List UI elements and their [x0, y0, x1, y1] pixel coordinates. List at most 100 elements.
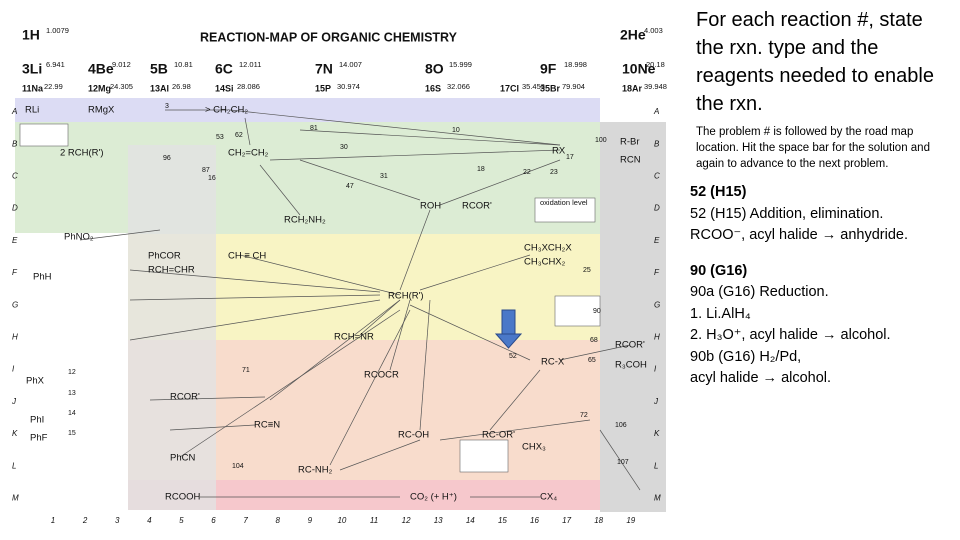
- compound: RX: [552, 146, 566, 157]
- reaction-number: 52: [509, 353, 517, 360]
- column-number: 3: [115, 516, 120, 525]
- row-letter: K: [654, 429, 660, 438]
- reaction-map: REACTION-MAP OF ORGANIC CHEMISTRY 1H 1.00…: [11, 26, 667, 525]
- reaction-number: 62: [235, 132, 243, 139]
- compound: 2 RCH(R'): [60, 148, 104, 159]
- column-number: 14: [466, 516, 475, 525]
- reaction-number: 12: [68, 369, 76, 376]
- element-mass: 32.066: [447, 82, 470, 91]
- row-letter: E: [12, 236, 18, 245]
- note-box: [459, 439, 509, 473]
- column-number: 12: [402, 516, 411, 525]
- element-mass: 18.998: [564, 60, 587, 69]
- row-letter: F: [654, 268, 660, 277]
- element-mass: 24.305: [110, 82, 133, 91]
- element-mass: 28.086: [237, 82, 260, 91]
- note-box: [19, 123, 69, 147]
- row-letter: L: [654, 461, 658, 470]
- arrow-line: [389, 299, 411, 371]
- compound: RCH(R'): [388, 291, 424, 302]
- instructions: The problem # is followed by the road ma…: [696, 126, 930, 170]
- column-number: 15: [498, 516, 507, 525]
- problem-line: 2. H₃O⁺, acyl halide → alcohol.: [690, 327, 891, 343]
- arrow-line: [129, 269, 381, 293]
- element-symbol: 11Na: [22, 83, 44, 93]
- reaction-number: 72: [580, 412, 588, 419]
- element-mass: 14.007: [339, 60, 362, 69]
- note-box: [534, 197, 596, 223]
- reaction-number: 53: [216, 134, 224, 141]
- arrow-head: [494, 333, 523, 349]
- column-number: 10: [337, 516, 346, 525]
- problem-line: 90 (G16): [690, 262, 748, 279]
- arrow-line: [179, 309, 401, 458]
- row-letter: B: [654, 139, 660, 148]
- reaction-number: 16: [208, 175, 216, 182]
- element-symbol: 13Al: [150, 83, 169, 93]
- compound: PhCOR: [148, 251, 181, 262]
- arrow-line: [599, 429, 641, 491]
- row-letter: D: [654, 204, 660, 213]
- element-symbol: 3Li: [22, 61, 42, 77]
- reaction-number: 18: [477, 166, 485, 173]
- element-symbol: 15P: [315, 83, 331, 93]
- heading: For each reaction #, state the rxn. type…: [696, 9, 934, 115]
- element-mass: 4.003: [644, 26, 663, 35]
- compound: CHX₃: [522, 442, 546, 453]
- row-letter: H: [12, 333, 18, 342]
- arrow-line: [299, 159, 421, 201]
- element-symbol: 17Cl: [500, 83, 519, 93]
- compound: RMgX: [88, 105, 115, 116]
- reaction-number: 104: [232, 463, 244, 470]
- element-symbol: 14Si: [215, 83, 234, 93]
- problem-90: 90 (G16) 90a (G16) Reduction. 1. Li.AlH₄ 2.…: [690, 261, 952, 390]
- element-symbol: 9F: [540, 61, 557, 77]
- element-mass: 39.948: [644, 82, 667, 91]
- compound: CH₂=CH₂: [228, 148, 269, 159]
- compound: R-Br: [620, 137, 640, 148]
- problem-line: RCOO⁻, acyl halide → anhydride.: [690, 227, 908, 243]
- compound: R₃COH: [615, 360, 647, 371]
- arrow-line: [359, 299, 401, 336]
- element-symbol: 10Ne: [622, 61, 656, 77]
- reaction-number: 68: [590, 337, 598, 344]
- row-letter: G: [12, 300, 18, 309]
- element-symbol: 6C: [215, 61, 233, 77]
- compound: PhCN: [170, 453, 195, 464]
- compound: RCOOH: [165, 492, 201, 503]
- arrow-line: [149, 396, 266, 401]
- reaction-number: 14: [68, 410, 76, 417]
- problem-line: acyl halide → alcohol.: [690, 370, 832, 386]
- row-letter: F: [12, 268, 18, 277]
- reaction-number: 81: [310, 125, 318, 132]
- column-number: 16: [530, 516, 539, 525]
- arrow-line: [299, 129, 561, 146]
- reaction-number: 10: [452, 127, 460, 134]
- reaction-number: 71: [242, 367, 250, 374]
- reaction-number: 100: [595, 137, 607, 144]
- reaction-number: 47: [346, 183, 354, 190]
- text-panel: For each reaction #, state the rxn. type…: [690, 6, 952, 404]
- reaction-number: 90: [593, 308, 601, 315]
- problem-line: 1. Li.AlH₄: [690, 305, 751, 322]
- element-mass: 12.011: [239, 60, 261, 69]
- gray-block: [128, 145, 216, 510]
- compound: RC-OR': [482, 430, 515, 441]
- problem-line: 90a (G16) Reduction.: [690, 284, 829, 300]
- element-symbol: 5B: [150, 61, 168, 77]
- problem-line: 52 (H15): [690, 184, 747, 200]
- reaction-number: 30: [340, 144, 348, 151]
- column-number: 6: [211, 516, 216, 525]
- reaction-number: 15: [68, 430, 76, 437]
- compound: PhF: [30, 433, 48, 444]
- arrow-shaft: [501, 309, 516, 335]
- compound: PhH: [33, 272, 52, 283]
- arrow-line: [269, 149, 561, 161]
- arrow-line: [409, 304, 531, 361]
- problem-52: 52 (H15) 52 (H15) Addition, elimination. R…: [690, 182, 952, 247]
- element-symbol: 35Br: [540, 83, 561, 93]
- compound: > CH₂CH₂: [205, 105, 248, 116]
- column-number: 5: [179, 516, 184, 525]
- problem-line: 90b (G16) H₂/Pd,: [690, 348, 802, 365]
- element-mass: 9.012: [112, 60, 131, 69]
